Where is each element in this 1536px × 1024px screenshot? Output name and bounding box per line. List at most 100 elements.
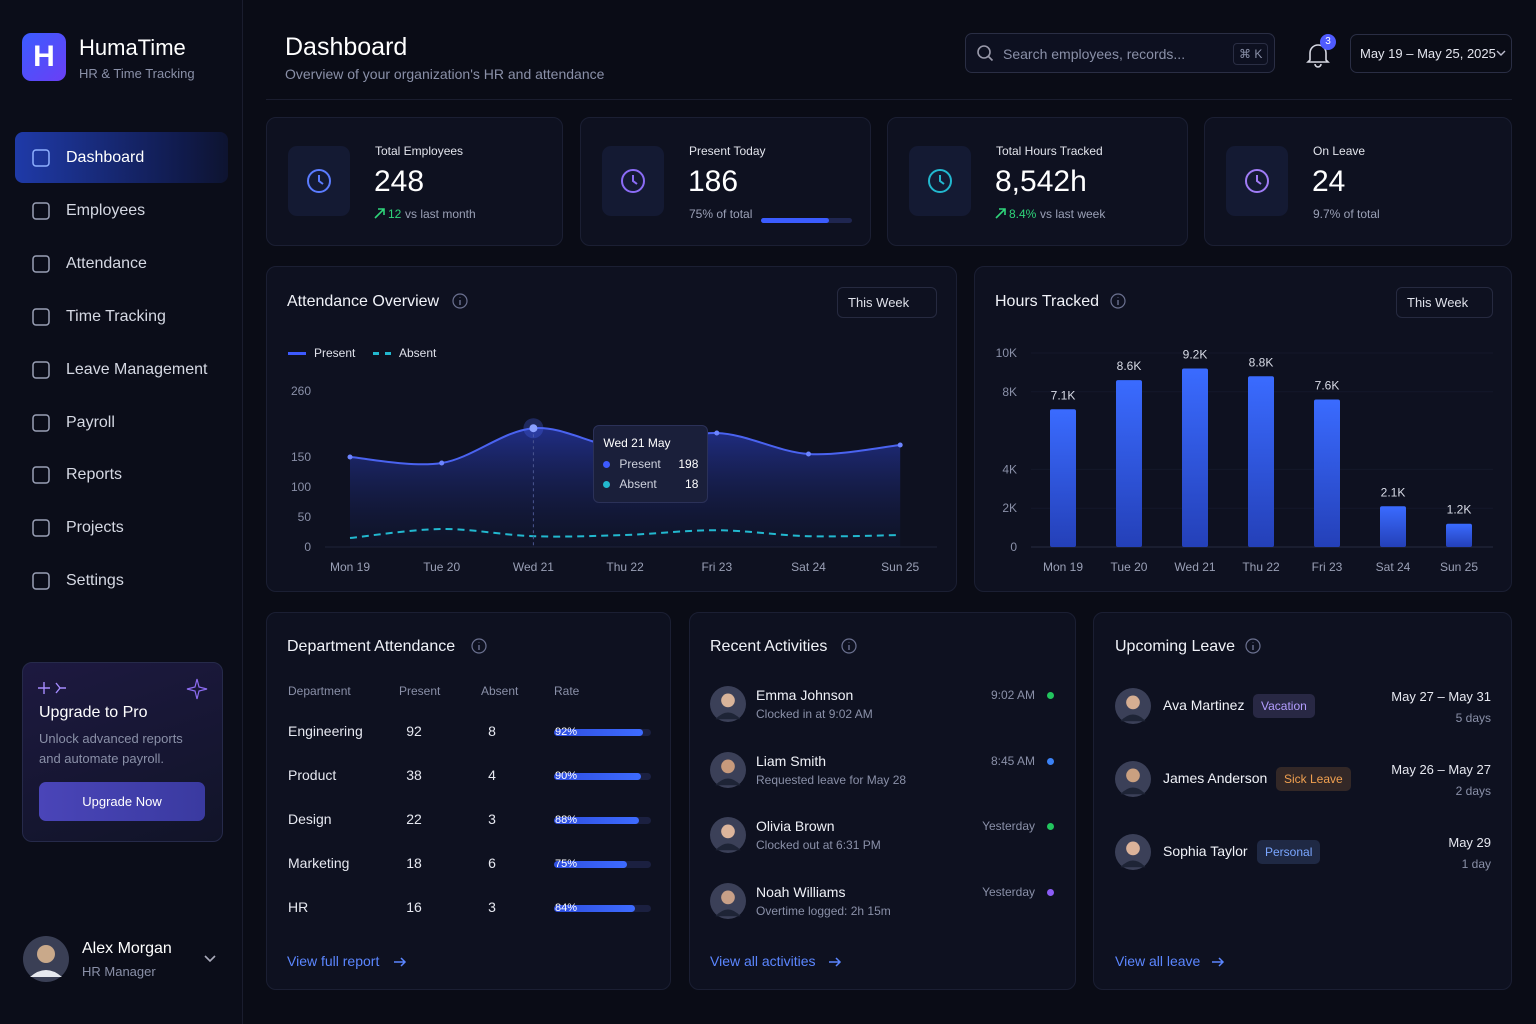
nav-icon	[32, 255, 50, 273]
avatar	[710, 751, 746, 788]
nav-icon	[32, 307, 50, 326]
hours-chart: 0 2K 4K 8K 10K 7.1K Mon 19 8.6K Tue 20 9.2K Wed 21…	[996, 346, 1493, 574]
column-header: Present	[399, 684, 441, 698]
chevron[interactable]	[203, 954, 217, 964]
notification-badge: 3	[1320, 34, 1336, 50]
nav-item[interactable]: Projects	[66, 519, 124, 537]
leave-dates: May 29	[1448, 835, 1491, 850]
x-tick-label: Sat 24	[1376, 560, 1411, 574]
activity-time: 8:45 AM	[990, 753, 1035, 768]
y-tick-label: 10K	[996, 346, 1017, 360]
stat-label: Total Hours Tracked	[996, 144, 1103, 158]
bar	[1380, 506, 1406, 547]
rate-label: 88%	[555, 814, 578, 826]
status-dot	[1047, 757, 1054, 765]
dept-present: 18	[406, 855, 422, 871]
nav-item[interactable]: Settings	[66, 572, 124, 590]
status-dot	[1047, 823, 1054, 830]
tooltip: Wed 21 May Present 198 Absent 18	[593, 425, 709, 503]
value-label: 8.8K	[1249, 355, 1274, 369]
stat-value: 186	[688, 165, 739, 198]
nav-item[interactable]: Attendance	[66, 254, 147, 272]
point	[897, 442, 903, 448]
up-arrow	[374, 208, 385, 219]
bar	[1116, 380, 1142, 547]
leave-type: Personal	[1257, 840, 1321, 864]
view-link[interactable]: View all activities	[710, 953, 816, 969]
info-icon	[1110, 293, 1126, 309]
leave-type: Vacation	[1253, 694, 1315, 718]
highlight-point	[529, 424, 538, 433]
arrow-icon	[394, 957, 407, 967]
stat-label: Present Today	[689, 144, 766, 158]
arrow-icon	[1212, 957, 1225, 967]
y-tick-label: 150	[291, 450, 311, 464]
leave-duration: 5 days	[1455, 711, 1491, 725]
upgrade-button[interactable]: Upgrade Now	[39, 782, 205, 821]
activity-name: Emma Johnson	[756, 687, 854, 703]
leave-name: Sophia Taylor	[1163, 843, 1248, 859]
stat-label: Total Employees	[375, 144, 464, 158]
avatar	[1115, 761, 1151, 797]
leave-name: Ava Martinez	[1163, 697, 1245, 713]
nav-item[interactable]: Payroll	[66, 413, 115, 431]
series-line	[349, 527, 901, 539]
date-picker[interactable]	[1350, 34, 1512, 73]
stat-card: Total Hours Tracked 8,542h 8.4% vs last wee…	[887, 117, 1188, 246]
view-link[interactable]: View all leave	[1115, 953, 1201, 969]
info-icon	[471, 638, 487, 654]
stat-value: 248	[374, 165, 425, 198]
dept-present: 38	[406, 767, 422, 783]
nav-icon	[32, 413, 50, 432]
dept-name: Marketing	[288, 855, 350, 871]
nav-item[interactable]: Reports	[66, 466, 123, 484]
bar	[1050, 409, 1076, 547]
nav-item[interactable]: Dashboard	[66, 149, 145, 166]
nav-item[interactable]: Time Tracking	[66, 307, 166, 325]
stat-change: 12	[388, 207, 402, 221]
activity-time: Yesterday	[982, 884, 1035, 899]
rate-label: 92%	[555, 726, 578, 738]
column-header: Department	[288, 684, 351, 698]
bar	[1182, 368, 1208, 547]
activity-name: Noah Williams	[756, 883, 846, 900]
dept-present: 16	[406, 899, 422, 915]
bar	[1314, 399, 1340, 547]
tooltip-value: 198	[678, 457, 699, 471]
user-avatar	[23, 936, 69, 982]
brand: HumaTime	[79, 35, 186, 60]
nav-item[interactable]: Employees	[66, 201, 146, 219]
x-tick-label: Mon 19	[1043, 560, 1083, 574]
sparkle-icon	[38, 682, 66, 694]
period-select[interactable]: This Week	[1396, 287, 1493, 318]
card-title: Department Attendance	[287, 638, 456, 655]
period-select[interactable]: This Week	[837, 287, 937, 318]
nav-icon	[32, 466, 50, 485]
value-label: 9.2K	[1183, 348, 1208, 362]
dept-name: Design	[288, 811, 332, 827]
search-shortcut: ⌘ K	[1233, 43, 1269, 65]
card-title: Recent Activities	[710, 638, 828, 655]
info-icon	[452, 293, 468, 309]
search-box[interactable]	[965, 33, 1275, 73]
legend-swatch	[288, 352, 306, 355]
user-name: Alex Morgan	[82, 940, 172, 957]
rate-label: 84%	[555, 902, 578, 914]
x-tick-label: Fri 23	[701, 560, 732, 574]
avatar	[1115, 688, 1151, 724]
dept-absent: 3	[488, 811, 496, 827]
activity-detail: Overtime logged: 2h 15m	[756, 903, 891, 918]
nav-item[interactable]: Leave Management	[66, 360, 208, 378]
x-tick-label: Sat 24	[791, 560, 826, 574]
activity-name: Olivia Brown	[756, 818, 835, 834]
view-link[interactable]: View full report	[287, 953, 380, 969]
divider	[266, 99, 1512, 100]
card-title: Attendance Overview	[287, 293, 440, 310]
value-label: 8.6K	[1117, 359, 1142, 373]
point	[347, 454, 353, 460]
y-tick-label: 8K	[1002, 385, 1017, 399]
status-dot	[1047, 692, 1054, 699]
leave-duration: 1 day	[1461, 857, 1491, 871]
promo-title: Upgrade to Pro	[39, 704, 148, 721]
